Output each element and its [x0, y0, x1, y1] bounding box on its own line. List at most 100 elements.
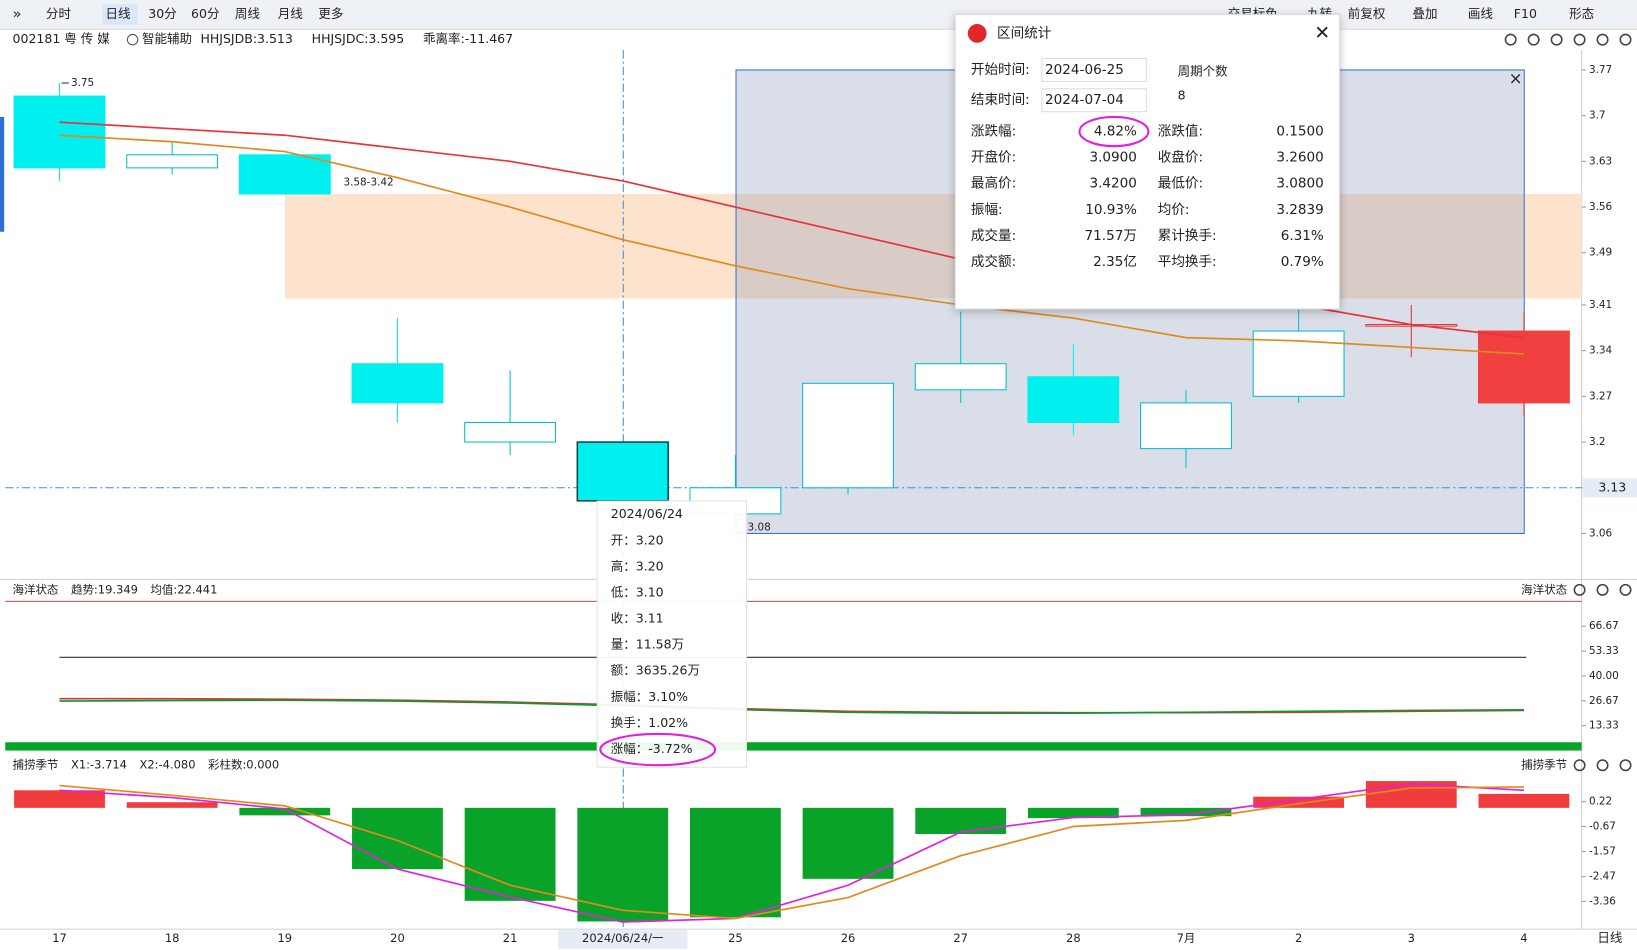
histogram-bar [915, 807, 1007, 835]
stat-label: 涨跌值: [1158, 124, 1203, 140]
y-tick-label: 3.27 [1589, 390, 1612, 402]
histogram-bar [239, 807, 331, 816]
candle-body [1140, 402, 1232, 450]
histogram-bar [352, 807, 443, 870]
oscillator-line [59, 783, 1524, 923]
stat-value: 2.35亿 [1093, 254, 1137, 270]
period-label[interactable]: 日线 [1597, 930, 1623, 945]
candle-body [1027, 376, 1120, 424]
toolbar-tab[interactable]: 周线 [235, 6, 261, 21]
legend-value: 彩柱数:0.000 [208, 758, 279, 772]
tooltip-row: 换手：1.02% [611, 715, 688, 730]
field-label: 开始时间: [971, 62, 1030, 78]
count-label: 周期个数 [1178, 64, 1229, 79]
legend-value: X2:-4.080 [140, 758, 196, 772]
stat-value: 6.31% [1281, 228, 1324, 244]
panel-icon[interactable] [1573, 759, 1586, 772]
x-tick-label: 25 [728, 931, 743, 945]
panel-icon[interactable] [1619, 33, 1632, 46]
toolbar-tab[interactable]: 分时 [46, 6, 72, 21]
price-zone [285, 193, 1582, 299]
stat-label: 最高价: [971, 175, 1016, 192]
popup-logo [967, 24, 987, 43]
y-tick-label: 0.22 [1589, 796, 1612, 808]
stat-value: 3.2839 [1276, 202, 1323, 218]
x-tick-label: 19 [278, 931, 293, 945]
date-input[interactable] [1041, 88, 1147, 113]
stat-value: 10.93% [1085, 202, 1137, 218]
stat-value: 3.2600 [1276, 150, 1323, 166]
selection-close[interactable]: × [1509, 68, 1523, 88]
x-cursor-label-bg [558, 930, 688, 949]
panel-icon[interactable] [1527, 33, 1540, 46]
candle-body [802, 382, 894, 489]
toolbar-tool[interactable]: 前复权 [1348, 6, 1386, 21]
x-tick-label: 17 [52, 931, 67, 945]
field-label: 结束时间: [971, 92, 1030, 108]
panel-icon[interactable] [1596, 583, 1609, 596]
toolbar-tool[interactable]: 叠加 [1413, 6, 1438, 21]
tooltip-row: 额：3635.26万 [611, 663, 700, 678]
tooltip-bg [596, 500, 747, 768]
candle-body [914, 363, 1007, 391]
collapse-icon[interactable]: » [13, 6, 22, 23]
assist-icon [126, 33, 139, 46]
toolbar-tool[interactable]: F10 [1514, 6, 1537, 21]
histogram-bar [802, 807, 894, 879]
toolbar-tab[interactable]: 更多 [318, 6, 343, 21]
toolbar-tab[interactable]: 60分 [191, 6, 220, 21]
toolbar-tab[interactable]: 月线 [278, 6, 304, 21]
x-tick-label: 3 [1408, 931, 1415, 945]
tooltip-date: 2024/06/24 [611, 506, 683, 521]
date-input[interactable] [1041, 57, 1147, 82]
stat-label: 成交量: [971, 227, 1016, 244]
candle-body [1477, 330, 1570, 404]
x-tick-label: 2 [1295, 931, 1302, 945]
x-tick-label: 26 [841, 931, 856, 945]
toolbar-tool[interactable]: 形态 [1569, 6, 1594, 21]
toolbar-tab[interactable]: 30分 [148, 6, 177, 21]
toolbar-tab[interactable]: 日线 [105, 6, 131, 21]
candle-body [238, 154, 331, 195]
x-tick-label: 4 [1520, 931, 1527, 945]
panel-icon[interactable] [1573, 33, 1586, 46]
y-tick-label: -2.47 [1589, 871, 1616, 883]
panel-icon[interactable] [1619, 583, 1632, 596]
y-tick-label: 3.7 [1589, 110, 1606, 122]
assist-label[interactable]: 智能辅助 [142, 31, 192, 46]
panel-icon[interactable] [1619, 759, 1632, 772]
popup-title: 区间统计 [997, 25, 1051, 41]
candle-body [464, 421, 557, 443]
oscillator-line [59, 699, 1524, 715]
stat-label: 最低价: [1158, 176, 1203, 192]
end-date: 2024-07-04 [1045, 92, 1124, 108]
toolbar-tool[interactable]: 画线 [1468, 6, 1494, 21]
popup-close[interactable]: ✕ [1314, 23, 1330, 44]
panel-icon[interactable] [1550, 33, 1563, 46]
x-tick-label: 18 [165, 931, 180, 945]
panel-title-right: 捕捞季节 [1521, 758, 1567, 772]
panel-icon[interactable] [1573, 583, 1586, 596]
panel-icon[interactable] [1504, 33, 1517, 46]
y-tick-label: 13.33 [1589, 720, 1619, 732]
stat-value: 0.1500 [1276, 124, 1323, 140]
x-tick-label: 27 [953, 931, 968, 945]
panel-icon[interactable] [1596, 759, 1609, 772]
y-tick-label: -1.57 [1589, 846, 1616, 858]
y-tick-label: 3.41 [1589, 299, 1612, 311]
y-tick-label: 66.67 [1589, 620, 1619, 632]
stat-label: 平均换手: [1158, 254, 1217, 270]
x-tick-label: 21 [503, 931, 518, 945]
highlight-ellipse [599, 732, 717, 767]
legend-value: 趋势:19.349 [71, 582, 138, 596]
oscillator-line [59, 697, 1524, 714]
legend-value: 均值:22.441 [150, 582, 217, 596]
panel-title-right: 海洋状态 [1521, 582, 1567, 596]
y-tick-label: 3.56 [1589, 201, 1612, 213]
highlight-ellipse [1078, 115, 1150, 148]
candle-body [351, 363, 444, 404]
y-tick-label: -0.67 [1589, 820, 1616, 832]
panel-icon[interactable] [1596, 33, 1609, 46]
